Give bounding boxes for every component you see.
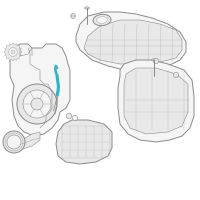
Polygon shape	[76, 12, 186, 70]
Polygon shape	[124, 68, 188, 134]
Ellipse shape	[93, 14, 111, 26]
Circle shape	[9, 48, 17, 56]
Circle shape	[23, 90, 51, 118]
Circle shape	[153, 58, 159, 64]
Polygon shape	[4, 43, 22, 61]
Polygon shape	[84, 20, 182, 64]
Circle shape	[31, 98, 43, 110]
Circle shape	[17, 84, 57, 124]
Polygon shape	[10, 44, 70, 136]
Ellipse shape	[85, 7, 89, 9]
Circle shape	[173, 72, 179, 78]
Circle shape	[3, 131, 25, 153]
Circle shape	[7, 135, 21, 149]
Ellipse shape	[152, 59, 156, 61]
Polygon shape	[56, 120, 112, 164]
Polygon shape	[118, 60, 194, 142]
Circle shape	[72, 115, 78, 121]
Circle shape	[11, 50, 15, 54]
Ellipse shape	[97, 17, 107, 23]
Polygon shape	[20, 132, 40, 150]
Circle shape	[66, 113, 72, 119]
Circle shape	[71, 14, 75, 18]
Ellipse shape	[72, 15, 74, 17]
